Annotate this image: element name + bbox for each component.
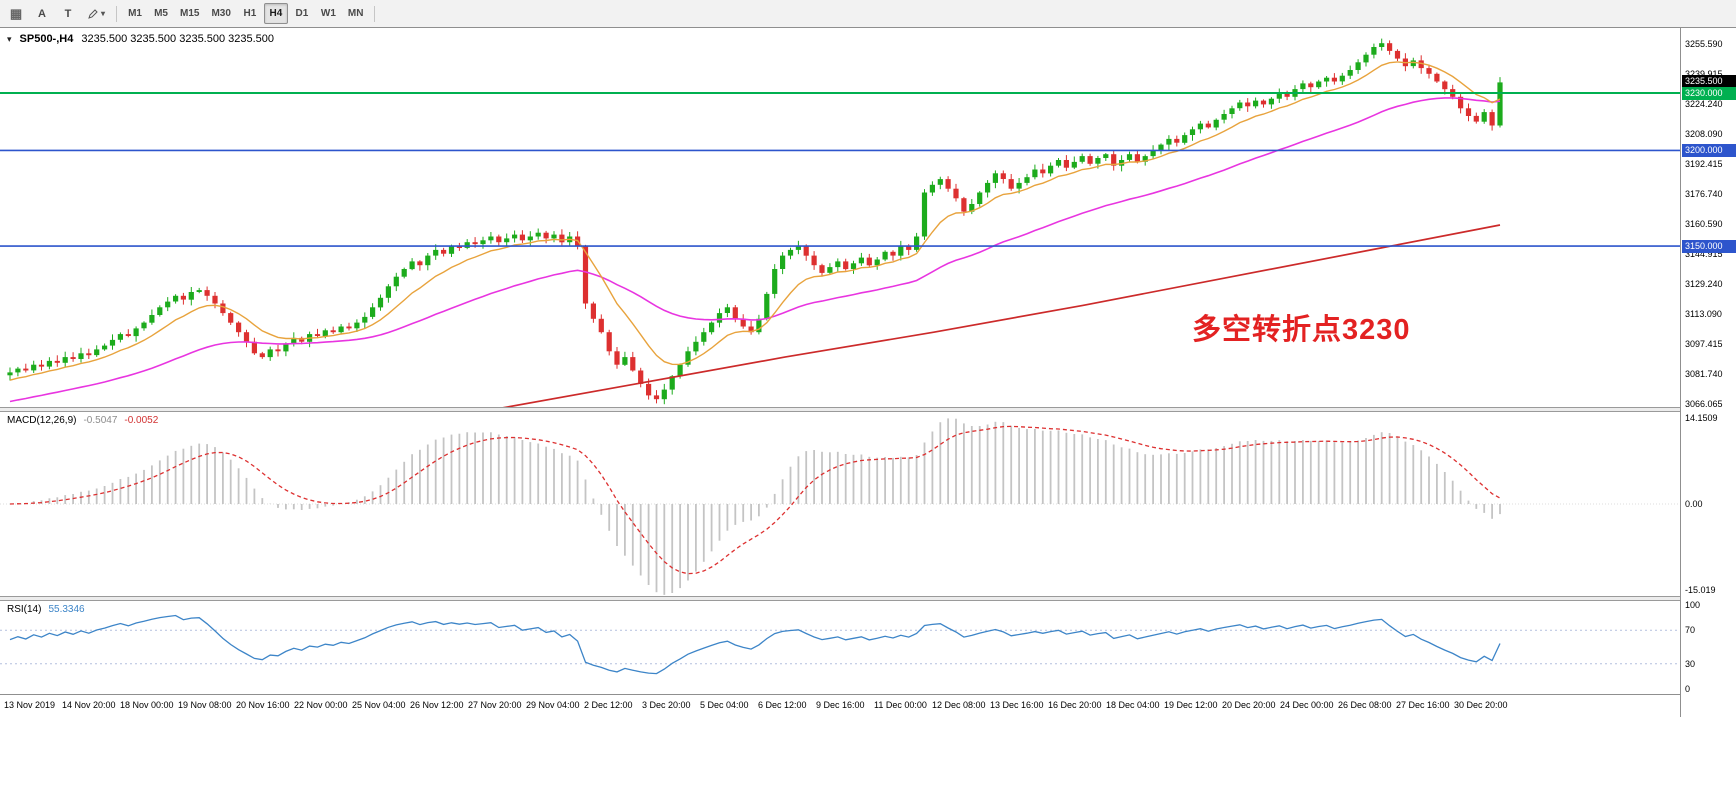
rsi-panel-canvas[interactable] — [0, 601, 1680, 694]
timeframe-w1-button[interactable]: W1 — [316, 3, 341, 24]
timeframe-mn-button[interactable]: MN — [343, 3, 369, 24]
time-axis-label: 16 Dec 20:00 — [1048, 700, 1102, 710]
price-chart-canvas[interactable] — [0, 30, 1680, 407]
symbol-timeframe-label: SP500-,H4 — [19, 33, 74, 45]
time-axis-label: 30 Dec 20:00 — [1454, 700, 1508, 710]
timeframe-h4-button[interactable]: H4 — [263, 3, 288, 24]
macd-value-main: -0.5047 — [83, 415, 118, 426]
time-axis-label: 6 Dec 12:00 — [758, 700, 807, 710]
rsi-axis-label: 0 — [1685, 684, 1691, 694]
time-axis-label: 3 Dec 20:00 — [642, 700, 691, 710]
macd-axis-label: -15.019 — [1685, 585, 1716, 595]
timeframe-m5-button[interactable]: M5 — [149, 3, 173, 24]
text-tool-button[interactable]: T — [56, 3, 80, 24]
rsi-name: RSI(14) — [7, 604, 42, 615]
ohlc-values: 3235.500 3235.500 3235.500 3235.500 — [81, 33, 275, 45]
time-axis-label: 27 Dec 16:00 — [1396, 700, 1450, 710]
time-axis-label: 25 Nov 04:00 — [352, 700, 406, 710]
time-axis-label: 24 Dec 00:00 — [1280, 700, 1334, 710]
time-axis-label: 20 Nov 16:00 — [236, 700, 290, 710]
price-axis-label: 3097.415 — [1685, 339, 1723, 349]
chevron-down-icon[interactable]: ▾ — [7, 33, 12, 44]
time-axis-label: 29 Nov 04:00 — [526, 700, 580, 710]
price-axis-label: 3066.065 — [1685, 399, 1723, 409]
windows-grid-button[interactable]: ▦ — [4, 3, 28, 24]
price-axis-label: 3239.915 — [1685, 69, 1723, 79]
time-axis-label: 11 Dec 00:00 — [874, 700, 927, 710]
macd-axis-label: 14.1509 — [1685, 413, 1718, 423]
chart-annotation-text: 多空转折点3230 — [1192, 314, 1411, 346]
panel-divider[interactable] — [0, 596, 1680, 601]
time-axis-label: 14 Nov 20:00 — [62, 700, 116, 710]
macd-value-signal: -0.0052 — [124, 415, 159, 426]
price-axis-label: 3129.240 — [1685, 279, 1723, 289]
time-axis-label: 9 Dec 16:00 — [816, 700, 865, 710]
cursor-a-button[interactable]: A — [30, 3, 54, 24]
time-axis-label: 13 Nov 2019 — [4, 700, 56, 710]
time-axis-label: 19 Nov 08:00 — [178, 700, 232, 710]
pencil-icon — [88, 8, 98, 19]
timeframe-m15-button[interactable]: M15 — [175, 3, 204, 24]
time-axis-label: 19 Dec 12:00 — [1164, 700, 1218, 710]
time-axis-label: 13 Dec 16:00 — [990, 700, 1044, 710]
time-axis-label: 26 Nov 12:00 — [410, 700, 464, 710]
time-axis-label: 18 Dec 04:00 — [1106, 700, 1160, 710]
grid-icon: ▦ — [9, 6, 23, 21]
time-axis-label: 5 Dec 04:00 — [700, 700, 749, 710]
macd-name: MACD(12,26,9) — [7, 415, 77, 426]
price-axis-label: 3224.240 — [1685, 99, 1723, 109]
price-axis-label: 3255.590 — [1685, 39, 1723, 49]
macd-indicator-label: MACD(12,26,9) -0.5047 -0.0052 — [7, 415, 158, 426]
blue-level-badge-3150: 3150.000 — [1682, 240, 1736, 253]
chevron-down-icon: ▾ — [101, 9, 106, 18]
price-axis-label: 3081.740 — [1685, 369, 1723, 379]
timeframe-d1-button[interactable]: D1 — [290, 3, 314, 24]
time-axis-label: 2 Dec 12:00 — [584, 700, 633, 710]
price-axis[interactable]: 3235.500 3230.000 3200.000 3150.000 3255… — [1680, 28, 1736, 717]
timeframe-m1-button[interactable]: M1 — [123, 3, 147, 24]
last-price-badge: 3235.500 — [1682, 75, 1736, 88]
time-axis-label: 27 Nov 20:00 — [468, 700, 522, 710]
price-axis-label: 3176.740 — [1685, 189, 1723, 199]
blue-level-badge-3200: 3200.000 — [1682, 144, 1736, 157]
time-axis-label: 12 Dec 08:00 — [932, 700, 986, 710]
time-axis-label: 20 Dec 20:00 — [1222, 700, 1276, 710]
rsi-axis-label: 70 — [1685, 625, 1696, 635]
price-axis-label: 3208.090 — [1685, 129, 1723, 139]
timeframe-bar: M1 M5 M15 M30 H1 H4 D1 W1 MN — [122, 3, 369, 24]
rsi-axis-label: 30 — [1685, 659, 1696, 669]
price-axis-label: 3144.915 — [1685, 249, 1723, 259]
rsi-indicator-label: RSI(14) 55.3346 — [7, 604, 85, 615]
time-axis[interactable]: 13 Nov 2019 14 Nov 20:00 18 Nov 00:00 19 No… — [0, 694, 1680, 717]
macd-panel-canvas[interactable] — [0, 412, 1680, 596]
chart-symbol-header: ▾ SP500-,H4 3235.500 3235.500 3235.500 3… — [7, 33, 274, 45]
price-axis-label: 3113.090 — [1685, 309, 1722, 319]
panel-divider[interactable] — [0, 407, 1680, 412]
time-axis-label: 18 Nov 00:00 — [120, 700, 174, 710]
rsi-value: 55.3346 — [48, 604, 85, 615]
toolbar-separator — [374, 5, 376, 22]
time-axis-label: 26 Dec 08:00 — [1338, 700, 1392, 710]
toolbar-separator — [116, 5, 118, 22]
toolbar: ▦ A T ▾ M1 M5 M15 M30 H1 H4 D1 W1 MN — [0, 0, 1736, 28]
timeframe-h1-button[interactable]: H1 — [238, 3, 262, 24]
draw-tool-button[interactable]: ▾ — [82, 3, 110, 24]
timeframe-m30-button[interactable]: M30 — [206, 3, 235, 24]
price-axis-label: 3160.590 — [1685, 219, 1723, 229]
time-axis-label: 22 Nov 00:00 — [294, 700, 348, 710]
macd-axis-label: 0.00 — [1685, 499, 1703, 509]
green-level-badge: 3230.000 — [1682, 87, 1736, 100]
rsi-axis-label: 100 — [1685, 600, 1701, 610]
price-axis-label: 3192.415 — [1685, 159, 1723, 169]
